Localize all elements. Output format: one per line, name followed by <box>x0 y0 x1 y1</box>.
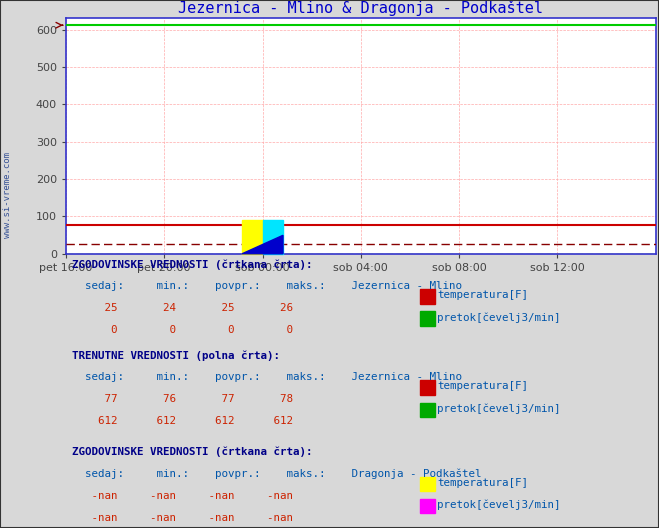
Text: temperatura[F]: temperatura[F] <box>438 477 529 487</box>
Bar <box>420 477 434 492</box>
Text: ZGODOVINSKE VREDNOSTI (črtkana črta):: ZGODOVINSKE VREDNOSTI (črtkana črta): <box>72 447 312 457</box>
Text: sedaj:     min.:    povpr.:    maks.:    Jezernica - Mlino: sedaj: min.: povpr.: maks.: Jezernica - … <box>72 281 462 291</box>
Text: -nan     -nan     -nan     -nan: -nan -nan -nan -nan <box>72 513 293 523</box>
Text: ZGODOVINSKE VREDNOSTI (črtkana črta):: ZGODOVINSKE VREDNOSTI (črtkana črta): <box>72 259 312 270</box>
Bar <box>262 220 283 254</box>
Text: pretok[čevelj3/min]: pretok[čevelj3/min] <box>438 312 561 323</box>
Text: TRENUTNE VREDNOSTI (polna črta):: TRENUTNE VREDNOSTI (polna črta): <box>72 351 280 361</box>
Polygon shape <box>242 235 283 254</box>
Text: sedaj:     min.:    povpr.:    maks.:    Jezernica - Mlino: sedaj: min.: povpr.: maks.: Jezernica - … <box>72 372 462 382</box>
Text: www.si-vreme.com: www.si-vreme.com <box>3 153 13 238</box>
Bar <box>420 402 434 417</box>
Bar <box>420 289 434 304</box>
Bar <box>242 220 262 254</box>
Text: 612      612      612      612: 612 612 612 612 <box>72 417 293 427</box>
Bar <box>420 312 434 326</box>
Text: 0        0        0        0: 0 0 0 0 <box>72 325 293 335</box>
Text: 77       76       77       78: 77 76 77 78 <box>72 394 293 404</box>
Text: temperatura[F]: temperatura[F] <box>438 381 529 391</box>
Text: -nan     -nan     -nan     -nan: -nan -nan -nan -nan <box>72 491 293 501</box>
Text: pretok[čevelj3/min]: pretok[čevelj3/min] <box>438 403 561 413</box>
Bar <box>420 381 434 395</box>
Text: 25       24       25       26: 25 24 25 26 <box>72 303 293 313</box>
Title: Jezernica - Mlino & Dragonja - Podkaštel: Jezernica - Mlino & Dragonja - Podkaštel <box>179 0 543 16</box>
Text: sedaj:     min.:    povpr.:    maks.:    Dragonja - Podkaštel: sedaj: min.: povpr.: maks.: Dragonja - P… <box>72 468 481 479</box>
Text: temperatura[F]: temperatura[F] <box>438 290 529 300</box>
Bar <box>420 498 434 513</box>
Text: pretok[čevelj3/min]: pretok[čevelj3/min] <box>438 499 561 510</box>
